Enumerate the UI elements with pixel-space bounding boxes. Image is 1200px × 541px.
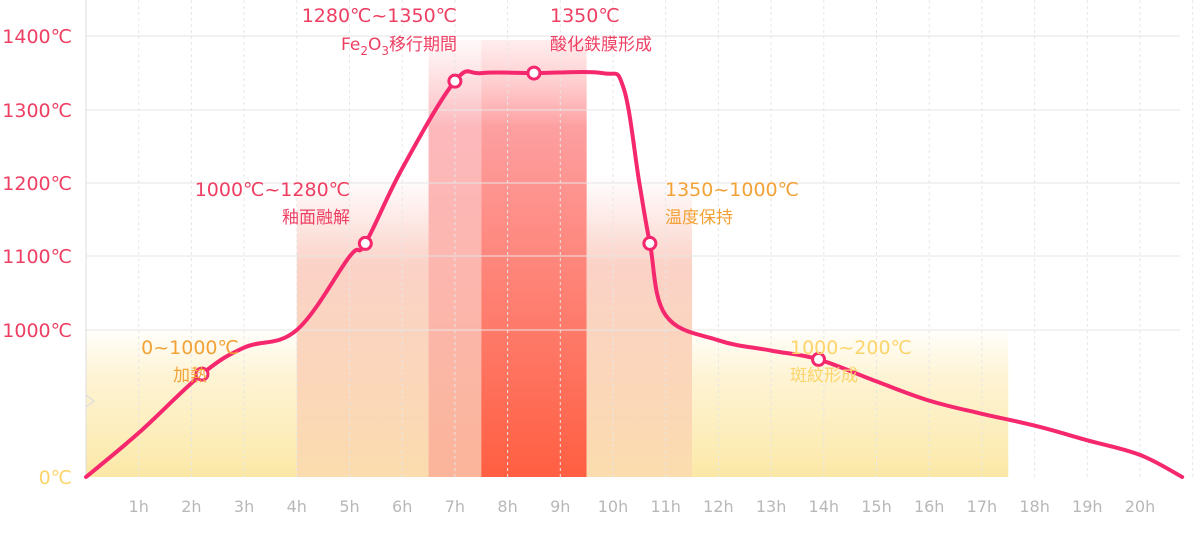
- y-tick-label: 1000℃: [2, 320, 72, 342]
- curve-marker-5: [642, 235, 658, 251]
- curve-marker-6: [811, 351, 827, 367]
- y-tick-label: 1400℃: [2, 26, 72, 48]
- x-tick-label: 19h: [1072, 497, 1103, 516]
- annotation-temperature: 1280℃~1350℃: [302, 5, 457, 27]
- phase-bands: [86, 40, 1009, 477]
- x-tick-label: 4h: [287, 497, 307, 516]
- temperature-curve: [84, 69, 1185, 479]
- x-tick-label: 3h: [234, 497, 254, 516]
- x-tick-label: 12h: [703, 497, 734, 516]
- phase-band-2: [296, 175, 429, 477]
- annotation-1: 0~1000℃ 加熱: [141, 337, 239, 386]
- curve-marker-4: [526, 65, 542, 81]
- x-tick-label: 5h: [339, 497, 359, 516]
- x-tick-label: 17h: [967, 497, 998, 516]
- curve-marker-2: [357, 235, 373, 251]
- annotation-temperature: 1350~1000℃: [665, 179, 799, 201]
- x-tick-label: 14h: [809, 497, 840, 516]
- x-tick-label: 16h: [914, 497, 945, 516]
- x-tick-label: 6h: [392, 497, 412, 516]
- annotation-phase: 温度保持: [665, 208, 733, 228]
- annotation-phase: 斑紋形成: [790, 366, 858, 386]
- x-tick-label: 13h: [756, 497, 787, 516]
- annotation-temperature: 0~1000℃: [141, 337, 239, 359]
- annotation-2: 1000℃~1280℃ 釉面融解: [195, 179, 350, 228]
- x-tick-label: 8h: [497, 497, 517, 516]
- x-tick-label: 15h: [861, 497, 892, 516]
- x-tick-label: 11h: [650, 497, 681, 516]
- curve-marker-3: [447, 73, 463, 89]
- x-tick-label: 7h: [445, 497, 465, 516]
- curve-marker-1: [194, 366, 210, 382]
- x-tick-label: 1h: [129, 497, 149, 516]
- y-axis-tick-labels: 0℃ 1000℃ 1100℃ 1200℃ 1300℃ 1400℃: [2, 26, 72, 489]
- y-tick-label: 1100℃: [2, 246, 72, 268]
- annotation-4: 1350℃ 酸化鉄膜形成: [550, 5, 652, 55]
- phase-annotations: 0~1000℃ 加熱 1000℃~1280℃ 釉面融解 1280℃~1350℃ Fe2O3…: [141, 5, 912, 386]
- annotation-phase: 加熱: [173, 366, 207, 386]
- x-axis-tick-labels: 1h 2h 3h 4h 5h 6h 7h 8h 9h 10h 11h 12h 13h 14h 15h 16h 1…: [129, 497, 1156, 516]
- annotation-phase: 釉面融解: [282, 208, 350, 228]
- x-tick-label: 10h: [598, 497, 629, 516]
- axis-break: [85, 394, 95, 408]
- y-tick-label: 0℃: [39, 467, 72, 489]
- annotation-6: 1000~200℃ 斑紋形成: [790, 337, 912, 386]
- annotation-temperature: 1000℃~1280℃: [195, 179, 350, 201]
- phase-band-6: [692, 325, 1009, 477]
- phase-band-4: [481, 40, 587, 477]
- x-tick-label: 18h: [1019, 497, 1050, 516]
- annotation-phase: 酸化鉄膜形成: [550, 35, 652, 55]
- x-tick-label: 2h: [181, 497, 201, 516]
- y-tick-label: 1300℃: [2, 100, 72, 122]
- gridlines: [85, 0, 1194, 477]
- x-tick-label: 9h: [550, 497, 570, 516]
- annotation-temperature: 1000~200℃: [790, 337, 912, 359]
- x-tick-label: 20h: [1125, 497, 1156, 516]
- y-tick-label: 1200℃: [2, 173, 72, 195]
- annotation-temperature: 1350℃: [550, 5, 620, 27]
- annotation-phase: Fe2O3移行期間: [341, 35, 457, 58]
- curve-markers: [194, 65, 827, 382]
- annotation-3: 1280℃~1350℃ Fe2O3移行期間: [302, 5, 457, 58]
- annotation-5: 1350~1000℃ 温度保持: [665, 179, 799, 228]
